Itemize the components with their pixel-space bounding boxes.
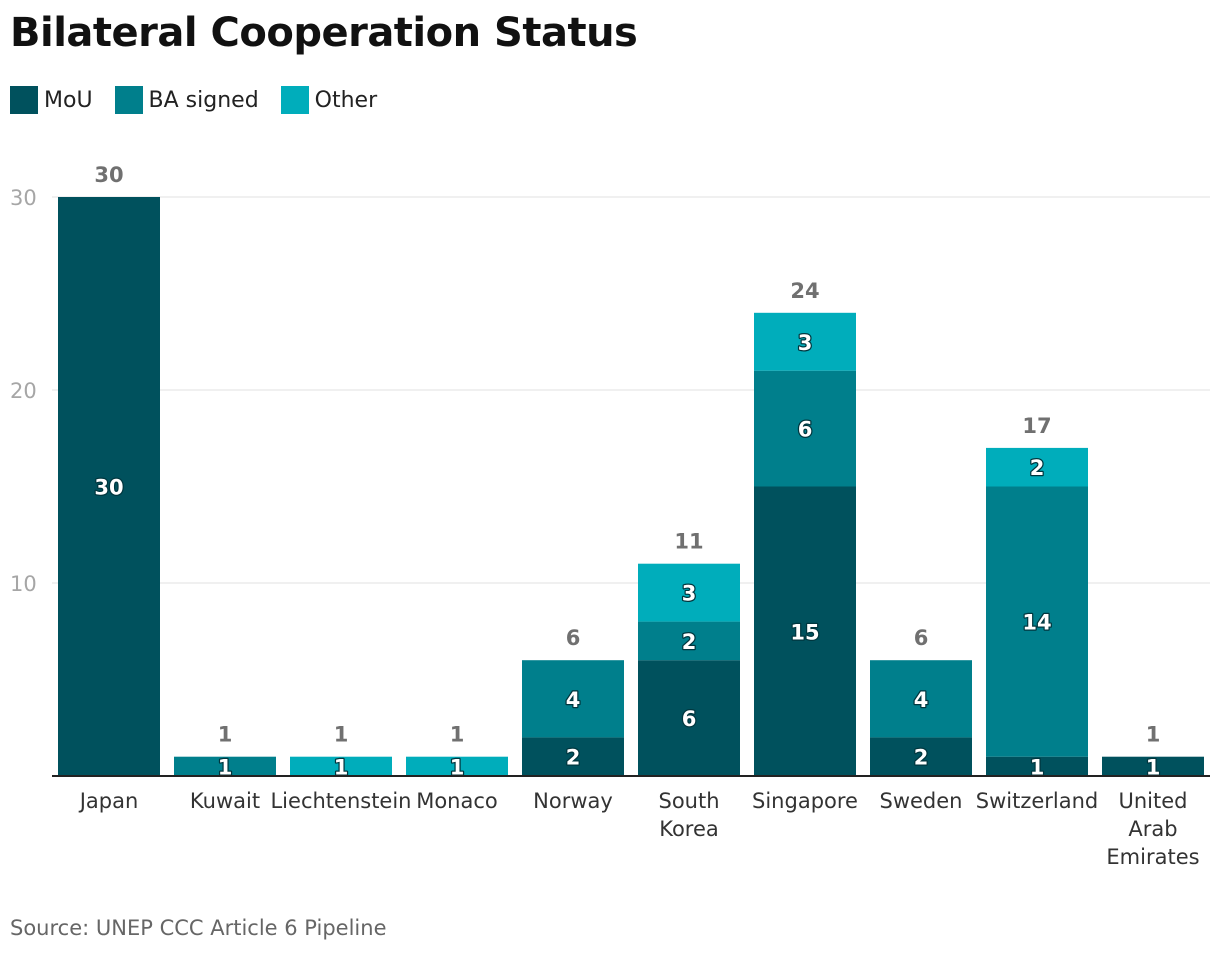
x-tick-label: United Arab Emirates <box>1106 789 1199 869</box>
data-label: 15 <box>790 620 819 644</box>
bar-segment-mou <box>1102 756 1204 776</box>
bar-segment-ba-signed <box>754 370 856 487</box>
data-label: 1 <box>450 755 465 779</box>
bar-segment-mou <box>754 486 856 776</box>
y-tick-label: 20 <box>10 379 37 403</box>
bar-segment-other <box>406 756 508 776</box>
x-tick-label: Norway <box>533 789 613 813</box>
x-tick-label: Sweden <box>880 789 963 813</box>
data-label: 2 <box>1030 456 1045 480</box>
total-label: 30 <box>94 163 123 187</box>
bar-segment-mou <box>986 756 1088 776</box>
total-label: 6 <box>914 626 929 650</box>
total-label: 1 <box>334 723 349 747</box>
data-label: 3 <box>682 582 697 606</box>
data-label: 6 <box>682 707 697 731</box>
data-label: 2 <box>682 630 697 654</box>
data-label: 4 <box>566 688 581 712</box>
y-tick-label: 30 <box>10 186 37 210</box>
bar-segment-other <box>638 563 740 622</box>
legend-swatch-mou <box>10 86 38 114</box>
bar-segment-ba-signed <box>870 660 972 738</box>
legend-item-mou: MoU <box>10 86 93 114</box>
data-label: 3 <box>798 331 813 355</box>
legend-label-mou: MoU <box>44 87 93 113</box>
total-label: 1 <box>450 723 465 747</box>
bar-segment-ba-signed <box>638 621 740 661</box>
x-tick-label: Kuwait <box>190 789 260 813</box>
bar-segment-other <box>290 756 392 776</box>
bar-segment-ba-signed <box>986 486 1088 757</box>
data-label: 1 <box>1146 755 1161 779</box>
bar-segment-other <box>986 447 1088 487</box>
total-label: 1 <box>218 723 233 747</box>
bar-segment-other <box>754 312 856 371</box>
legend-item-other: Other <box>280 86 378 114</box>
x-tick-label: Monaco <box>416 789 498 813</box>
data-label: 1 <box>334 755 349 779</box>
legend: MoU BA signed Other <box>10 86 399 114</box>
total-label: 17 <box>1022 414 1051 438</box>
total-label: 11 <box>674 530 703 554</box>
data-label: 14 <box>1022 611 1051 635</box>
x-tick-label: Singapore <box>752 789 858 813</box>
bar-segment-ba-signed <box>522 660 624 738</box>
source-note: Source: UNEP CCC Article 6 Pipeline <box>10 916 387 940</box>
x-tick-label: Liechtenstein <box>270 789 411 813</box>
total-label: 24 <box>790 279 819 303</box>
legend-item-ba-signed: BA signed <box>114 86 259 114</box>
x-tick-label: South Korea <box>658 789 719 841</box>
x-tick-label: Switzerland <box>976 789 1099 813</box>
data-label: 2 <box>566 746 581 770</box>
total-label: 1 <box>1146 723 1161 747</box>
data-label: 6 <box>798 418 813 442</box>
chart-title: Bilateral Cooperation Status <box>10 10 638 56</box>
x-tick-label: Japan <box>78 789 139 813</box>
total-label: 6 <box>566 626 581 650</box>
data-label: 1 <box>1030 755 1045 779</box>
legend-swatch-ba-signed <box>114 86 143 114</box>
data-label: 4 <box>914 688 929 712</box>
bar-segment-mou <box>58 197 160 776</box>
bar-chart: 1020303030Japan11Kuwait11Liechtenstein11… <box>10 163 1210 869</box>
bar-segment-mou <box>522 737 624 776</box>
y-tick-label: 10 <box>10 572 37 596</box>
data-label: 30 <box>94 476 123 500</box>
bar-segment-mou <box>638 660 740 776</box>
data-label: 2 <box>914 746 929 770</box>
legend-label-ba-signed: BA signed <box>148 87 259 113</box>
bar-segment-ba-signed <box>174 756 276 776</box>
data-label: 1 <box>218 755 233 779</box>
legend-label-other: Other <box>314 87 378 113</box>
legend-swatch-other <box>280 86 309 114</box>
bar-segment-mou <box>870 737 972 776</box>
